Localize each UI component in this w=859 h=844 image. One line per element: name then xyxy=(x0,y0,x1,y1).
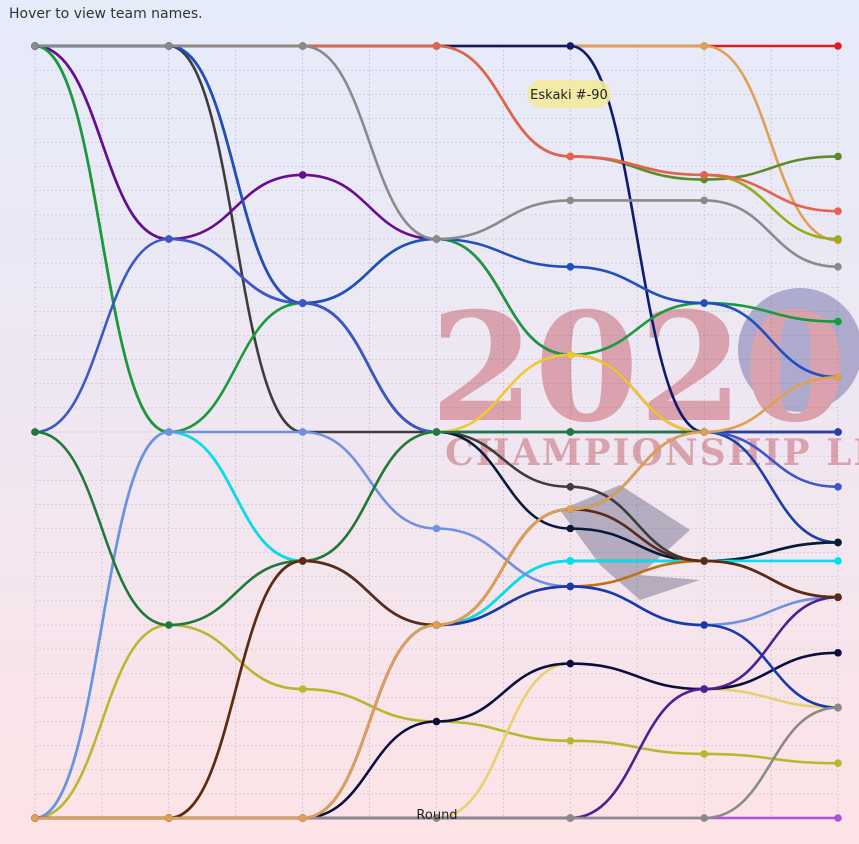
team-point-14-round-7[interactable] xyxy=(834,262,842,271)
team-point-23-round-1[interactable] xyxy=(31,428,39,436)
team-point-8-round-6[interactable] xyxy=(700,171,708,179)
team-point-30-round-2[interactable] xyxy=(165,814,173,822)
tooltip-text: Eskaki #-90 xyxy=(530,88,608,103)
team-point-17-round-5[interactable] xyxy=(566,351,575,359)
team-point-7-round-7[interactable] xyxy=(834,235,842,243)
team-point-4-round-5[interactable] xyxy=(566,42,575,50)
team-point-14-round-2[interactable] xyxy=(165,42,173,50)
team-point-14-round-4[interactable] xyxy=(432,235,441,243)
team-point-22-round-5[interactable] xyxy=(566,659,575,668)
team-point-19-round-5[interactable] xyxy=(566,737,575,745)
team-point-16-round-3[interactable] xyxy=(298,299,307,307)
team-point-14-round-1[interactable] xyxy=(31,42,39,50)
team-point-3-round-7[interactable] xyxy=(834,152,842,161)
team-point-23-round-2[interactable] xyxy=(165,621,173,629)
team-point-21-round-3[interactable] xyxy=(298,428,307,436)
team-point-2-round-6[interactable] xyxy=(700,42,708,50)
championship-logo-watermark: 2020 CHAMPIONSHIP LEAGUE xyxy=(430,280,859,600)
watermark-year: 2020 xyxy=(430,280,847,456)
team-point-15-round-7[interactable] xyxy=(834,557,842,565)
team-point-21-round-4[interactable] xyxy=(432,524,441,533)
team-point-27-round-7[interactable] xyxy=(834,703,842,712)
team-point-13-round-5[interactable] xyxy=(566,262,575,271)
team-point-16-round-2[interactable] xyxy=(165,235,173,243)
x-axis-label: Round xyxy=(416,808,457,823)
team-point-26-round-6[interactable] xyxy=(700,621,708,629)
team-point-12-round-7[interactable] xyxy=(834,317,842,326)
team-point-21-round-2[interactable] xyxy=(165,428,173,436)
team-point-29-round-3[interactable] xyxy=(298,557,307,565)
team-point-30-round-6[interactable] xyxy=(700,428,708,436)
team-point-19-round-3[interactable] xyxy=(298,685,307,693)
team-point-30-round-7[interactable] xyxy=(834,373,842,381)
team-point-13-round-6[interactable] xyxy=(700,299,708,307)
team-point-22-round-4[interactable] xyxy=(432,717,441,726)
team-point-6-round-5[interactable] xyxy=(566,483,575,491)
team-point-28-round-7[interactable] xyxy=(834,428,842,436)
team-point-14-round-6[interactable] xyxy=(700,196,708,205)
team-point-26-round-5[interactable] xyxy=(566,582,575,591)
team-point-30-round-4[interactable] xyxy=(432,621,441,629)
team-point-8-round-7[interactable] xyxy=(834,207,842,216)
team-point-29-round-6[interactable] xyxy=(700,557,708,565)
watermark-globe xyxy=(738,288,859,412)
team-point-1-round-7[interactable] xyxy=(834,42,842,50)
team-point-30-round-1[interactable] xyxy=(31,814,39,822)
team-point-14-round-3[interactable] xyxy=(298,42,307,50)
team-line-19[interactable] xyxy=(33,623,840,820)
team-point-30-round-5[interactable] xyxy=(566,505,575,513)
tooltip-box xyxy=(527,80,611,108)
team-point-25-round-6[interactable] xyxy=(700,685,708,693)
team-points[interactable] xyxy=(31,42,842,822)
team-point-23-round-4[interactable] xyxy=(432,428,441,436)
team-point-29-round-7[interactable] xyxy=(834,593,842,602)
hover-tooltip: Eskaki #-90 xyxy=(527,80,611,108)
team-point-8-round-4[interactable] xyxy=(432,42,441,50)
team-point-27-round-4[interactable] xyxy=(432,814,441,822)
team-point-19-round-7[interactable] xyxy=(834,759,842,767)
team-point-19-round-6[interactable] xyxy=(700,750,708,758)
team-point-27-round-6[interactable] xyxy=(700,814,708,822)
hover-hint: Hover to view team names. xyxy=(9,6,203,22)
team-point-8-round-5[interactable] xyxy=(566,152,575,161)
team-point-23-round-5[interactable] xyxy=(566,428,575,436)
team-point-11-round-7[interactable] xyxy=(834,538,842,547)
team-point-16-round-7[interactable] xyxy=(834,483,842,491)
team-point-22-round-7[interactable] xyxy=(834,648,842,657)
team-point-15-round-5[interactable] xyxy=(566,557,575,565)
team-point-14-round-5[interactable] xyxy=(566,196,575,205)
team-point-27-round-5[interactable] xyxy=(566,814,575,822)
team-line-23[interactable] xyxy=(33,430,840,627)
team-point-30-round-3[interactable] xyxy=(298,814,307,822)
team-point-10-round-3[interactable] xyxy=(298,171,307,179)
team-point-11-round-5[interactable] xyxy=(566,524,575,533)
team-point-18-round-7[interactable] xyxy=(834,814,842,822)
